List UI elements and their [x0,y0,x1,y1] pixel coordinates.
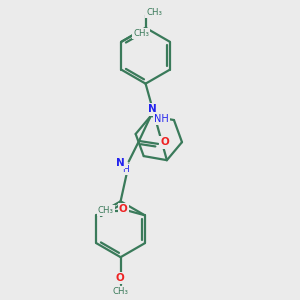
Text: N: N [116,158,124,168]
Text: CH₃: CH₃ [146,8,162,17]
Text: CH₃: CH₃ [112,287,129,296]
Text: O: O [119,204,128,214]
Text: CH₃: CH₃ [133,29,149,38]
Text: NH: NH [154,114,169,124]
Text: O: O [116,273,124,283]
Text: O: O [160,137,169,147]
Text: H: H [122,165,129,174]
Text: CH₃: CH₃ [98,206,114,215]
Text: N: N [148,104,157,115]
